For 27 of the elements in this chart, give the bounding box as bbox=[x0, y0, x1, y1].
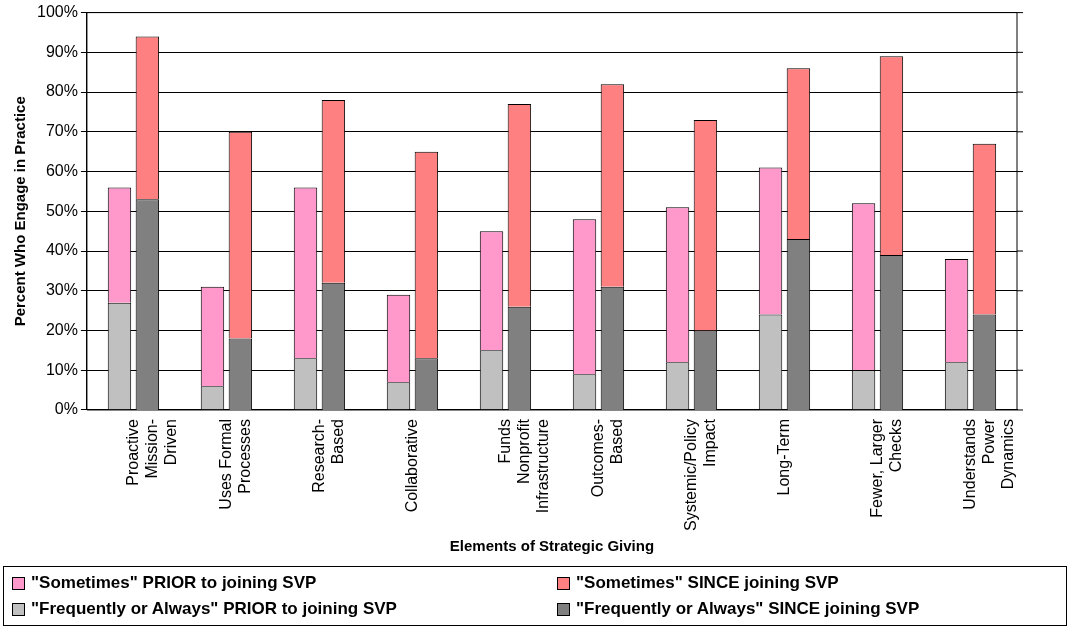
x-tick-label: Proactive Mission-Driven bbox=[123, 418, 180, 486]
x-axis-title: Elements of Strategic Giving bbox=[449, 537, 655, 555]
x-tick-label: Funds Nonprofit Infrastructure bbox=[495, 418, 552, 514]
x-tick-label: Understands Power Dynamics bbox=[960, 418, 1017, 510]
legend-label: "Frequently or Always" SINCE joining SVP bbox=[576, 599, 920, 619]
x-tick-label: Outcomes-Based bbox=[588, 418, 626, 498]
y-tick-label: 20% bbox=[45, 320, 78, 338]
y-tick-label: 50% bbox=[45, 201, 78, 219]
legend-label: "Sometimes" SINCE joining SVP bbox=[576, 573, 839, 593]
y-tick-label: 90% bbox=[45, 42, 78, 60]
y-tick-label: 30% bbox=[45, 281, 78, 299]
y-tick-label: 60% bbox=[45, 161, 78, 179]
x-tick-label: Collaborative bbox=[402, 418, 420, 513]
x-tick-label: Fewer, Larger Checks bbox=[867, 418, 905, 518]
y-tick-label: 0% bbox=[54, 400, 78, 418]
y-tick-label: 10% bbox=[45, 360, 78, 378]
x-tick-label: Systemic/Policy Impact bbox=[681, 418, 719, 532]
x-tick-label: Long-Term bbox=[774, 418, 792, 496]
y-tick-label: 80% bbox=[45, 82, 78, 100]
legend-label: "Sometimes" PRIOR to joining SVP bbox=[31, 573, 317, 593]
legend-label: "Frequently or Always" PRIOR to joining SVP bbox=[31, 599, 397, 619]
x-tick-label: Research-Based bbox=[309, 418, 347, 493]
x-tick-label: Uses Formal Processes bbox=[216, 418, 254, 510]
y-tick-label: 40% bbox=[45, 241, 78, 259]
y-axis-title: Percent Who Engage in Practice bbox=[11, 96, 29, 327]
y-tick-label: 100% bbox=[37, 3, 78, 21]
y-tick-label: 70% bbox=[45, 122, 78, 140]
